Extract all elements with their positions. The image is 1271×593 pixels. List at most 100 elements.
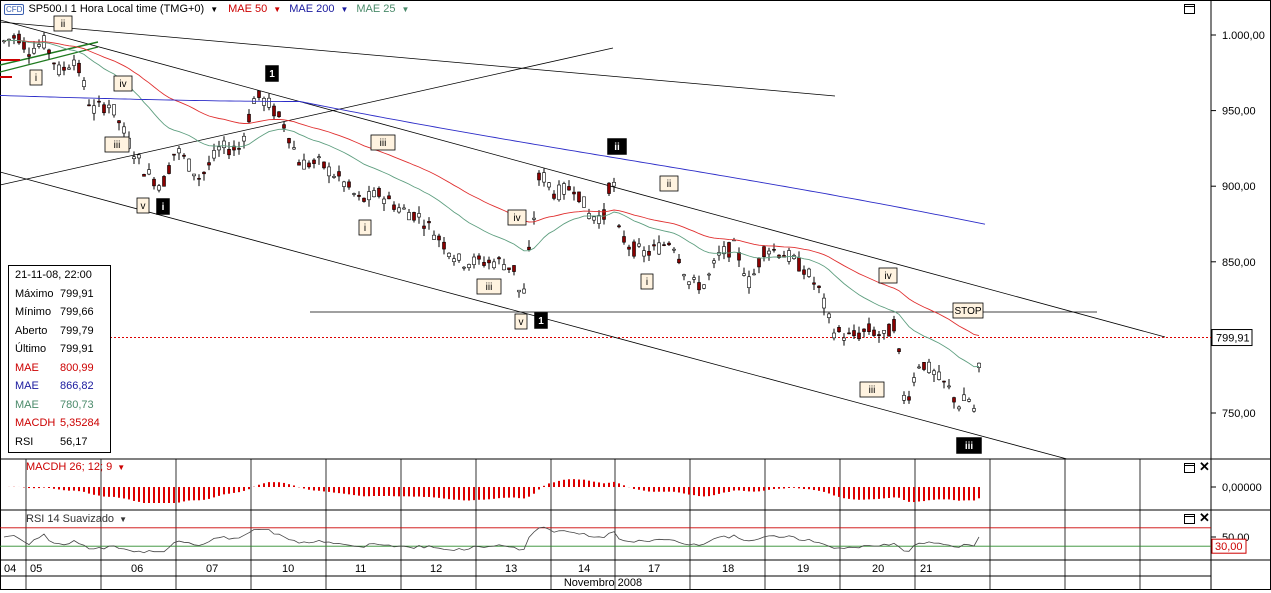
candle-down xyxy=(482,262,486,266)
wave-label: ii xyxy=(614,142,620,153)
close-macd-pane-icon[interactable]: ✕ xyxy=(1199,459,1210,474)
candle-down xyxy=(632,241,636,257)
instrument-dropdown-icon[interactable]: ▼ xyxy=(210,4,219,14)
candle-up xyxy=(967,399,971,402)
candle-up xyxy=(177,148,181,154)
candle-down xyxy=(877,334,881,337)
data-value: 800,99 xyxy=(60,362,94,374)
candle-up xyxy=(742,273,746,276)
candle-down xyxy=(247,113,251,123)
candle-up xyxy=(917,366,921,369)
candle-up xyxy=(327,166,331,177)
maximize-macd-pane-icon[interactable] xyxy=(1184,463,1195,473)
candle-up xyxy=(342,181,346,187)
data-row-macdh: MACDH 5,35284 xyxy=(15,414,107,432)
candle-up xyxy=(637,243,641,247)
maximize-rsi-pane-icon[interactable] xyxy=(1184,514,1195,524)
macd-dropdown-icon: ▼ xyxy=(117,463,126,472)
wave-label-box xyxy=(136,197,150,214)
candle-up xyxy=(612,181,616,187)
wave-label-box xyxy=(956,437,982,454)
wave-label: iii xyxy=(114,140,121,151)
candle-up xyxy=(597,215,601,224)
day-label: 21 xyxy=(920,563,932,575)
candle-up xyxy=(407,212,411,221)
candle-down xyxy=(257,90,261,98)
day-label: 17 xyxy=(648,563,660,575)
candle-up xyxy=(492,261,496,269)
ma200-line xyxy=(0,95,986,225)
wave-label: i xyxy=(646,277,648,288)
candle-down xyxy=(887,323,891,337)
wave-label: i xyxy=(364,223,366,234)
candle-up xyxy=(467,264,471,268)
price-tick-label: 850,00 xyxy=(1222,257,1256,269)
candle-down xyxy=(647,250,651,256)
candle-down xyxy=(377,187,381,197)
ma25-dropdown-icon[interactable]: ▼ xyxy=(401,4,410,14)
data-key: RSI xyxy=(15,436,34,448)
candle-down xyxy=(477,255,481,260)
wave-label-box xyxy=(640,273,654,290)
candle-down xyxy=(777,254,781,258)
close-rsi-pane-icon[interactable]: ✕ xyxy=(1199,510,1210,525)
candle-down xyxy=(622,236,626,243)
candle-up xyxy=(57,64,61,76)
candle-down xyxy=(727,242,731,258)
candle-down xyxy=(232,145,236,151)
data-key: MAE xyxy=(15,380,39,392)
candle-up xyxy=(687,281,691,285)
maximize-main-pane-icon[interactable] xyxy=(1184,4,1195,14)
candle-up xyxy=(332,176,336,178)
macd-histogram xyxy=(8,479,980,503)
day-gridlines xyxy=(25,459,1141,590)
candle-down xyxy=(77,62,81,74)
candle-up xyxy=(222,140,226,149)
ma50-dropdown-icon[interactable]: ▼ xyxy=(273,4,282,14)
candle-down xyxy=(867,323,871,332)
rsi-pane-label[interactable]: RSI 14 Suavizado ▼ xyxy=(26,513,127,525)
wave-label-box xyxy=(265,65,279,82)
wave-label: 1 xyxy=(538,316,544,327)
ma200-legend[interactable]: MAE 200 xyxy=(289,3,335,15)
candle-up xyxy=(67,67,71,70)
ma200-dropdown-icon[interactable]: ▼ xyxy=(340,4,349,14)
candle-down xyxy=(552,193,556,199)
wave-label: i xyxy=(162,202,165,213)
wave-label: ii xyxy=(61,19,65,30)
candle-up xyxy=(937,371,941,380)
candle-up xyxy=(417,213,421,218)
candle-down xyxy=(862,328,866,332)
price-tick-label: 950,00 xyxy=(1222,106,1256,118)
ma25-legend[interactable]: MAE 25 xyxy=(356,3,396,15)
macd-pane-label[interactable]: MACDH 26; 12; 9 ▼ xyxy=(26,461,125,473)
candle-up xyxy=(267,97,271,108)
data-value: 799,66 xyxy=(60,306,94,318)
trendline xyxy=(0,19,1166,338)
instrument-title[interactable]: SP500.I 1 Hora Local time (TMG+0) xyxy=(28,3,205,15)
candle-down xyxy=(97,100,101,103)
ma50-legend[interactable]: MAE 50 xyxy=(228,3,268,15)
candle-down xyxy=(617,225,621,228)
candle-down xyxy=(812,282,816,285)
candle-up xyxy=(832,332,836,339)
candle-up xyxy=(7,38,11,41)
trendline xyxy=(0,47,614,186)
candle-up xyxy=(562,183,566,195)
candle-up xyxy=(457,253,461,261)
candle-down xyxy=(602,209,606,220)
candle-down xyxy=(762,246,766,258)
candle-up xyxy=(642,250,646,257)
candle-up xyxy=(672,248,676,251)
candle-down xyxy=(47,49,51,54)
wave-label-box xyxy=(370,134,396,151)
candle-up xyxy=(292,147,296,150)
candle-up xyxy=(302,159,306,170)
wave-label: iv xyxy=(513,213,520,224)
candle-up xyxy=(702,284,706,289)
candle-down xyxy=(652,244,656,247)
candle-down xyxy=(817,285,821,288)
data-key: Máximo xyxy=(15,288,54,300)
candle-down xyxy=(12,35,16,39)
